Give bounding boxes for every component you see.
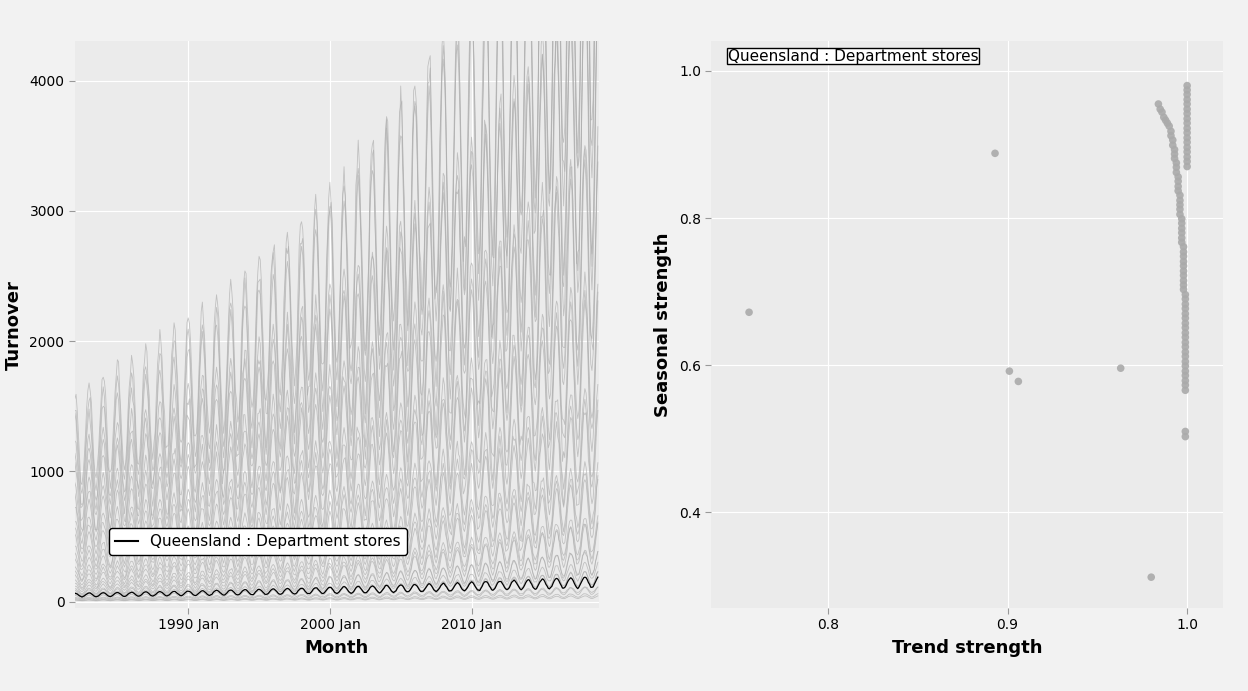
Point: [1176, 318, 1196, 329]
Point: [1173, 275, 1193, 286]
Point: [985, 148, 1005, 159]
Point: [1173, 241, 1193, 252]
Point: [1169, 209, 1189, 220]
Point: [1177, 99, 1197, 110]
Point: [1176, 366, 1196, 377]
Point: [1176, 303, 1196, 314]
Point: [1176, 356, 1196, 367]
Point: [1164, 144, 1184, 155]
Point: [1169, 204, 1189, 215]
Point: [1176, 322, 1196, 333]
Point: [1176, 337, 1196, 348]
Point: [1177, 146, 1197, 158]
Point: [1176, 361, 1196, 372]
Point: [1177, 137, 1197, 148]
Point: [1152, 106, 1172, 117]
Point: [1176, 294, 1196, 305]
Point: [1177, 156, 1197, 167]
Point: [1159, 120, 1179, 131]
Point: [1164, 153, 1184, 164]
Point: [1173, 256, 1193, 267]
Point: [1177, 113, 1197, 124]
Point: [1172, 218, 1192, 229]
Point: [1176, 312, 1196, 323]
Point: [1008, 376, 1028, 387]
Point: [1163, 140, 1183, 151]
Point: [1163, 135, 1183, 146]
Point: [1168, 171, 1188, 182]
Point: [1176, 308, 1196, 319]
Point: [1177, 84, 1197, 95]
Point: [1157, 117, 1177, 129]
Point: [1172, 227, 1192, 238]
Point: [739, 307, 759, 318]
Point: [1176, 346, 1196, 357]
Point: [1000, 366, 1020, 377]
Point: [1167, 162, 1187, 173]
Point: [1177, 108, 1197, 119]
Point: [1176, 351, 1196, 362]
Point: [1177, 104, 1197, 115]
Point: [1168, 185, 1188, 196]
Point: [1173, 284, 1193, 295]
Point: [1151, 104, 1171, 115]
Point: [1169, 190, 1189, 201]
Point: [1177, 142, 1197, 153]
Point: [1176, 385, 1196, 396]
Point: [1176, 332, 1196, 343]
Point: [1167, 167, 1187, 178]
Point: [1141, 571, 1161, 583]
Point: [1148, 99, 1168, 110]
Point: [1176, 289, 1196, 300]
Point: [1173, 270, 1193, 281]
Point: [1176, 426, 1196, 437]
Point: [1169, 199, 1189, 210]
Point: [1111, 363, 1131, 374]
Point: [1176, 299, 1196, 310]
Point: [1177, 161, 1197, 172]
Legend: : [728, 48, 980, 64]
X-axis label: Month: Month: [305, 639, 369, 657]
Point: [1173, 279, 1193, 290]
Point: [1173, 265, 1193, 276]
Point: [1172, 237, 1192, 248]
X-axis label: Trend strength: Trend strength: [892, 639, 1042, 657]
Point: [1176, 328, 1196, 339]
Point: [1172, 223, 1192, 234]
Point: [1161, 130, 1181, 141]
Point: [1169, 195, 1189, 206]
Y-axis label: Turnover: Turnover: [5, 280, 22, 370]
Point: [1177, 89, 1197, 100]
Point: [1172, 232, 1192, 243]
Point: [1176, 341, 1196, 352]
Point: [1176, 379, 1196, 390]
Point: [1172, 214, 1192, 225]
Point: [1173, 247, 1193, 258]
Point: [1154, 112, 1174, 123]
Point: [1177, 133, 1197, 144]
Point: [1177, 123, 1197, 134]
Point: [1173, 261, 1193, 272]
Point: [1177, 151, 1197, 162]
Point: [1177, 94, 1197, 105]
Point: [1164, 149, 1184, 160]
Point: [1176, 370, 1196, 381]
Point: [1173, 251, 1193, 262]
Point: [1161, 126, 1181, 137]
Point: [1177, 117, 1197, 129]
Point: [1168, 181, 1188, 192]
Point: [1176, 375, 1196, 386]
Point: [1177, 127, 1197, 138]
Point: [1167, 158, 1187, 169]
Point: [1176, 431, 1196, 442]
Point: [1177, 80, 1197, 91]
Legend: Queensland : Department stores: Queensland : Department stores: [109, 528, 407, 555]
Point: [1168, 176, 1188, 187]
Point: [1156, 115, 1176, 126]
Y-axis label: Seasonal strength: Seasonal strength: [654, 232, 671, 417]
